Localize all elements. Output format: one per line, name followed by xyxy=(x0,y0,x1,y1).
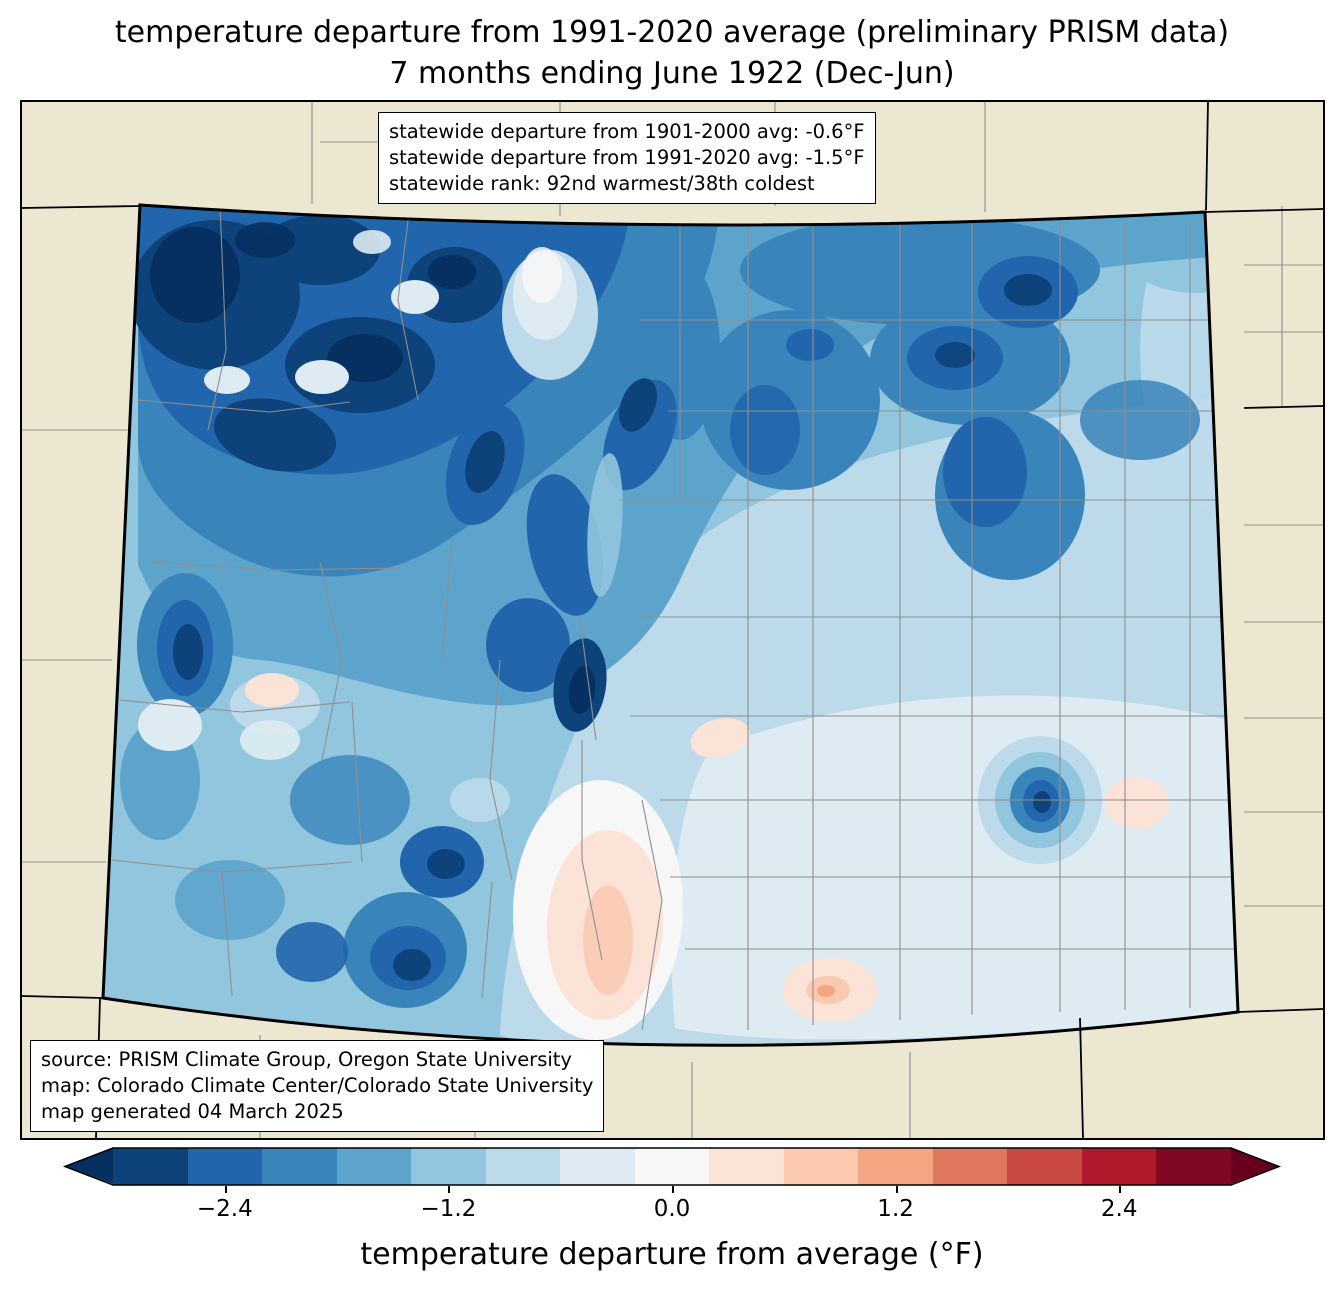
colorbar-segment xyxy=(783,1148,859,1185)
colorbar-outline xyxy=(62,1147,1282,1186)
colorbar-segment xyxy=(932,1148,1008,1185)
colorbar: −2.4 −1.2 0.0 1.2 2.4 xyxy=(62,1147,1282,1222)
stats-line-2: statewide departure from 1991-2020 avg: … xyxy=(389,145,865,169)
colorbar-segment xyxy=(262,1148,337,1185)
county-lines xyxy=(111,205,1238,1031)
colorbar-segment xyxy=(411,1148,486,1185)
colorbar-tick-label: 1.2 xyxy=(877,1196,914,1222)
stats-line-3: statewide rank: 92nd warmest/38th coldes… xyxy=(389,171,815,195)
colorbar-tick xyxy=(895,1186,898,1193)
statewide-stats-box: statewide departure from 1901-2000 avg: … xyxy=(378,112,876,204)
source-line-1: source: PRISM Climate Group, Oregon Stat… xyxy=(41,1048,572,1071)
colorbar-segment xyxy=(709,1148,784,1185)
title-line-1: temperature departure from 1991-2020 ave… xyxy=(114,15,1230,50)
colorbar-tick xyxy=(1119,1186,1122,1193)
colorado-map-figure xyxy=(20,100,1325,1140)
colorbar-segment xyxy=(187,1148,263,1185)
source-attribution-box: source: PRISM Climate Group, Oregon Stat… xyxy=(30,1040,605,1132)
map-frame xyxy=(20,100,1325,1140)
colorbar-segment xyxy=(634,1148,710,1185)
colorbar-segment xyxy=(485,1148,561,1185)
colorbar-axis-label: temperature departure from average (°F) xyxy=(360,1237,984,1272)
colorbar-tick xyxy=(448,1186,451,1193)
colorbar-segments xyxy=(113,1148,1231,1185)
contour-field xyxy=(103,205,1238,1046)
colorbar-tick-label: 0.0 xyxy=(653,1196,691,1222)
stats-line-1: statewide departure from 1901-2000 avg: … xyxy=(389,120,865,143)
colorbar-segment xyxy=(1081,1148,1157,1185)
source-line-2: map: Colorado Climate Center/Colorado St… xyxy=(41,1073,594,1097)
state-border xyxy=(101,203,1240,1047)
source-line-3: map generated 04 March 2025 xyxy=(41,1099,344,1123)
colorbar-segment xyxy=(1156,1148,1231,1185)
title-line-2: 7 months ending June 1922 (Dec-Jun) xyxy=(389,56,955,92)
colorbar-tick-label: −2.4 xyxy=(196,1196,253,1222)
figure-title: temperature departure from 1991-2020 ave… xyxy=(0,12,1344,94)
colorbar-segment xyxy=(336,1148,412,1185)
map-area: statewide departure from 1901-2000 avg: … xyxy=(20,100,1325,1140)
colorbar-segment xyxy=(560,1148,635,1185)
colorbar-tick-label: −1.2 xyxy=(420,1196,477,1222)
colorbar-under-arrow xyxy=(65,1148,113,1184)
colorbar-tick-label: 2.4 xyxy=(1100,1196,1138,1222)
colorbar-segment xyxy=(113,1148,188,1185)
colorbar-over-arrow xyxy=(1231,1148,1279,1184)
colorbar-segment xyxy=(1007,1148,1082,1185)
colorbar-tick xyxy=(672,1186,674,1193)
colorbar-segment xyxy=(858,1148,933,1185)
colorbar-tick xyxy=(224,1186,227,1193)
